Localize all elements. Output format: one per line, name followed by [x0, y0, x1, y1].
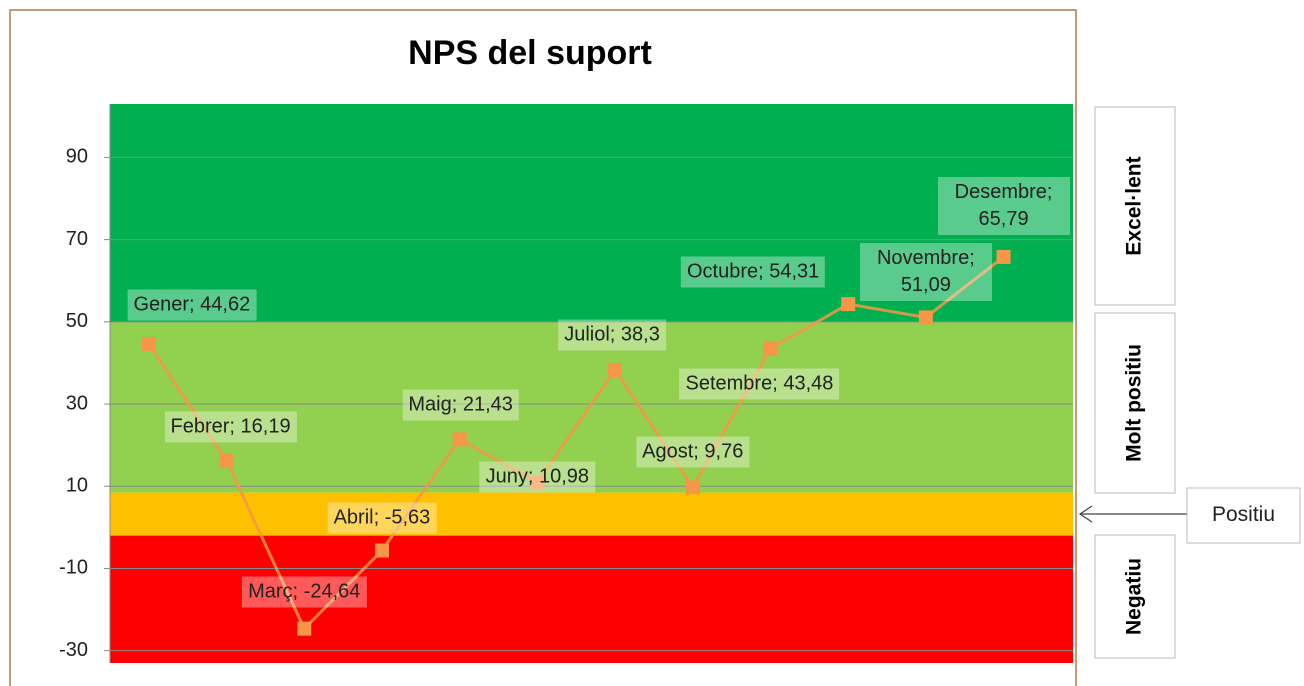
band-box — [1094, 312, 1176, 494]
y-tick-label: 30 — [66, 392, 88, 414]
y-tick-label: 90 — [66, 146, 88, 168]
data-label: Abril; -5,63 — [327, 502, 437, 533]
data-label: Desembre; 65,79 — [937, 176, 1070, 235]
data-label: Juny; 10,98 — [479, 461, 596, 493]
data-label: Juliol; 38,3 — [558, 319, 666, 351]
data-label: Agost; 9,76 — [636, 436, 750, 468]
data-label: Maig; 21,43 — [402, 389, 519, 421]
band-label: Excel·lent — [1123, 156, 1146, 255]
data-label: Març; -24,64 — [242, 576, 367, 608]
band-label: Positiu — [1212, 503, 1275, 526]
marker — [141, 336, 156, 351]
data-label: Novembre; 51,09 — [859, 243, 992, 302]
band — [110, 492, 1073, 536]
band-label: Negatiu — [1123, 558, 1146, 635]
marker — [297, 621, 312, 636]
chart-title: NPS del suport — [408, 34, 652, 72]
band-label: Molt positiu — [1123, 344, 1146, 462]
band-box — [1094, 106, 1176, 306]
data-label: Setembre; 43,48 — [679, 368, 840, 400]
marker — [918, 310, 933, 325]
marker — [452, 432, 467, 447]
y-tick-label: 70 — [66, 228, 88, 250]
marker — [374, 543, 389, 558]
y-tick-label: 50 — [66, 310, 88, 332]
band-box — [1186, 487, 1301, 544]
y-tick-label: -10 — [59, 557, 88, 579]
arrow-head — [1078, 505, 1093, 523]
series-line — [147, 255, 1005, 632]
marker — [608, 362, 623, 377]
data-label: Gener; 44,62 — [127, 289, 257, 321]
band — [110, 104, 1073, 322]
marker — [530, 475, 545, 490]
band-box — [1094, 534, 1176, 659]
marker — [841, 297, 856, 312]
data-label: Octubre; 54,31 — [680, 256, 826, 288]
marker — [996, 249, 1011, 264]
data-label: Febrer; 16,19 — [164, 411, 297, 443]
marker — [219, 453, 234, 468]
band — [110, 321, 1073, 493]
marker — [685, 480, 700, 495]
marker — [763, 341, 778, 356]
y-tick-label: 10 — [66, 475, 88, 497]
y-tick-label: -30 — [59, 639, 88, 661]
